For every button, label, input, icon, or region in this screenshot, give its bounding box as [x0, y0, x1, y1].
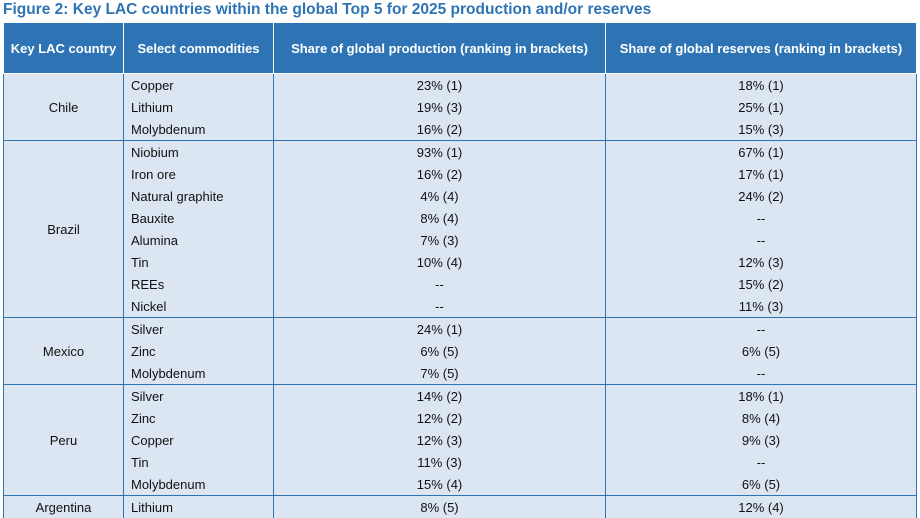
reserves-cell: 6% (5) [606, 473, 917, 496]
commodity-cell: Alumina [124, 229, 274, 251]
country-cell: Brazil [4, 141, 124, 318]
production-cell: 23% (1) [274, 74, 606, 97]
header-cell: Key LAC country [4, 23, 124, 74]
reserves-cell: 8% (4) [606, 407, 917, 429]
figure-title: Figure 2: Key LAC countries within the g… [3, 0, 651, 20]
commodity-cell: Molybdenum [124, 473, 274, 496]
production-cell: -- [274, 273, 606, 295]
production-cell: 10% (4) [274, 251, 606, 273]
commodity-cell: Iron ore [124, 163, 274, 185]
header-cell: Select commodities [124, 23, 274, 74]
production-cell: 16% (2) [274, 163, 606, 185]
commodity-cell: Bauxite [124, 207, 274, 229]
commodity-cell: Silver [124, 385, 274, 408]
reserves-cell: 11% (3) [606, 295, 917, 318]
commodity-cell: Silver [124, 318, 274, 341]
commodity-cell: Copper [124, 429, 274, 451]
reserves-cell: -- [606, 362, 917, 385]
reserves-cell: 12% (3) [606, 251, 917, 273]
commodity-cell: Zinc [124, 407, 274, 429]
commodity-cell: Molybdenum [124, 362, 274, 385]
reserves-cell: 24% (2) [606, 185, 917, 207]
production-cell: 11% (3) [274, 451, 606, 473]
production-cell: 16% (2) [274, 118, 606, 141]
reserves-cell: 18% (1) [606, 385, 917, 408]
commodity-cell: Natural graphite [124, 185, 274, 207]
commodity-cell: Copper [124, 74, 274, 97]
reserves-cell: 15% (2) [606, 273, 917, 295]
reserves-cell: 9% (3) [606, 429, 917, 451]
commodity-cell: Tin [124, 251, 274, 273]
reserves-cell: -- [606, 451, 917, 473]
production-cell: 15% (4) [274, 473, 606, 496]
production-cell: 6% (5) [274, 340, 606, 362]
production-cell: 24% (1) [274, 318, 606, 341]
reserves-cell: 12% (4) [606, 496, 917, 518]
production-cell: 8% (4) [274, 207, 606, 229]
production-cell: 14% (2) [274, 385, 606, 408]
production-cell: -- [274, 295, 606, 318]
reserves-cell: -- [606, 318, 917, 341]
commodity-cell: Niobium [124, 141, 274, 164]
country-cell: Peru [4, 385, 124, 496]
commodity-cell: Nickel [124, 295, 274, 318]
production-cell: 4% (4) [274, 185, 606, 207]
commodity-cell: Molybdenum [124, 118, 274, 141]
production-cell: 93% (1) [274, 141, 606, 164]
production-cell: 12% (3) [274, 429, 606, 451]
production-cell: 12% (2) [274, 407, 606, 429]
header-cell: Share of global reserves (ranking in bra… [606, 23, 917, 74]
reserves-cell: 15% (3) [606, 118, 917, 141]
production-cell: 19% (3) [274, 96, 606, 118]
commodity-cell: REEs [124, 273, 274, 295]
reserves-cell: 17% (1) [606, 163, 917, 185]
commodity-cell: Zinc [124, 340, 274, 362]
reserves-cell: -- [606, 229, 917, 251]
production-cell: 7% (5) [274, 362, 606, 385]
reserves-cell: 6% (5) [606, 340, 917, 362]
reserves-cell: 18% (1) [606, 74, 917, 97]
commodity-cell: Lithium [124, 96, 274, 118]
reserves-cell: 25% (1) [606, 96, 917, 118]
commodity-cell: Lithium [124, 496, 274, 518]
table-row: Nickel--11% (3) [4, 295, 917, 318]
header-cell: Share of global production (ranking in b… [274, 23, 606, 74]
production-cell: 8% (5) [274, 496, 606, 518]
reserves-cell: 67% (1) [606, 141, 917, 164]
production-cell: 7% (3) [274, 229, 606, 251]
table-row: REEs--15% (2) [4, 273, 917, 295]
country-cell: Chile [4, 74, 124, 141]
commodity-cell: Tin [124, 451, 274, 473]
country-cell: Argentina [4, 496, 124, 518]
country-cell: Mexico [4, 318, 124, 385]
reserves-cell: -- [606, 207, 917, 229]
